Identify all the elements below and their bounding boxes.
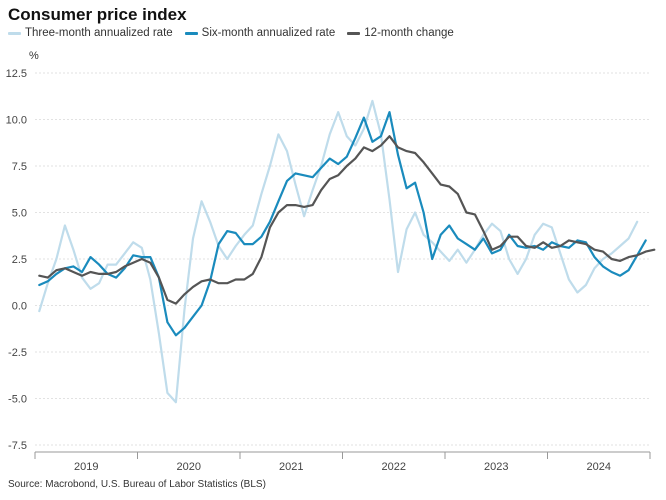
y-axis-unit-label: % — [29, 50, 39, 62]
legend-swatch-six-month — [184, 31, 198, 35]
legend-item-six-month: Six-month annualized rate — [184, 27, 336, 39]
y-tick-label: 2.5 — [12, 254, 27, 266]
y-tick-label: -7.5 — [8, 440, 27, 452]
series-line-12-month — [38, 135, 656, 305]
y-tick-label: -5.0 — [8, 394, 27, 406]
chart-plot: 12.5 10.0 7.5 5.0 2.5 0.0 -2.5 -5.0 -7.5 2019 2020… — [6, 68, 656, 473]
x-tick-label: 2023 — [484, 461, 508, 473]
x-tick-label: 2024 — [587, 461, 611, 473]
legend: Three-month annualized rate Six-month an… — [8, 27, 454, 39]
source-note: Source: Macrobond, U.S. Bureau of Labor … — [8, 479, 266, 490]
legend-label-six-month: Six-month annualized rate — [201, 27, 336, 39]
x-tick-label: 2019 — [74, 461, 98, 473]
y-tick-label: 5.0 — [12, 208, 27, 220]
legend-item-12-month: 12-month change — [347, 27, 454, 39]
y-tick-label: 10.0 — [6, 115, 27, 127]
legend-label-three-month: Three-month annualized rate — [25, 27, 173, 39]
y-tick-label: 7.5 — [12, 161, 27, 173]
y-tick-label: -2.5 — [8, 347, 27, 359]
legend-swatch-12-month — [347, 31, 361, 35]
x-tick-label: 2020 — [177, 461, 201, 473]
legend-label-12-month: 12-month change — [364, 27, 454, 39]
series-line-three-month — [38, 99, 639, 404]
series-line-six-month — [38, 110, 647, 337]
legend-item-three-month: Three-month annualized rate — [8, 27, 173, 39]
y-tick-label: 12.5 — [6, 68, 27, 80]
x-tick-label: 2021 — [279, 461, 303, 473]
x-tick-label: 2022 — [382, 461, 406, 473]
chart-title: Consumer price index — [8, 5, 187, 24]
y-tick-label: 0.0 — [12, 301, 27, 313]
legend-swatch-three-month — [8, 31, 21, 35]
